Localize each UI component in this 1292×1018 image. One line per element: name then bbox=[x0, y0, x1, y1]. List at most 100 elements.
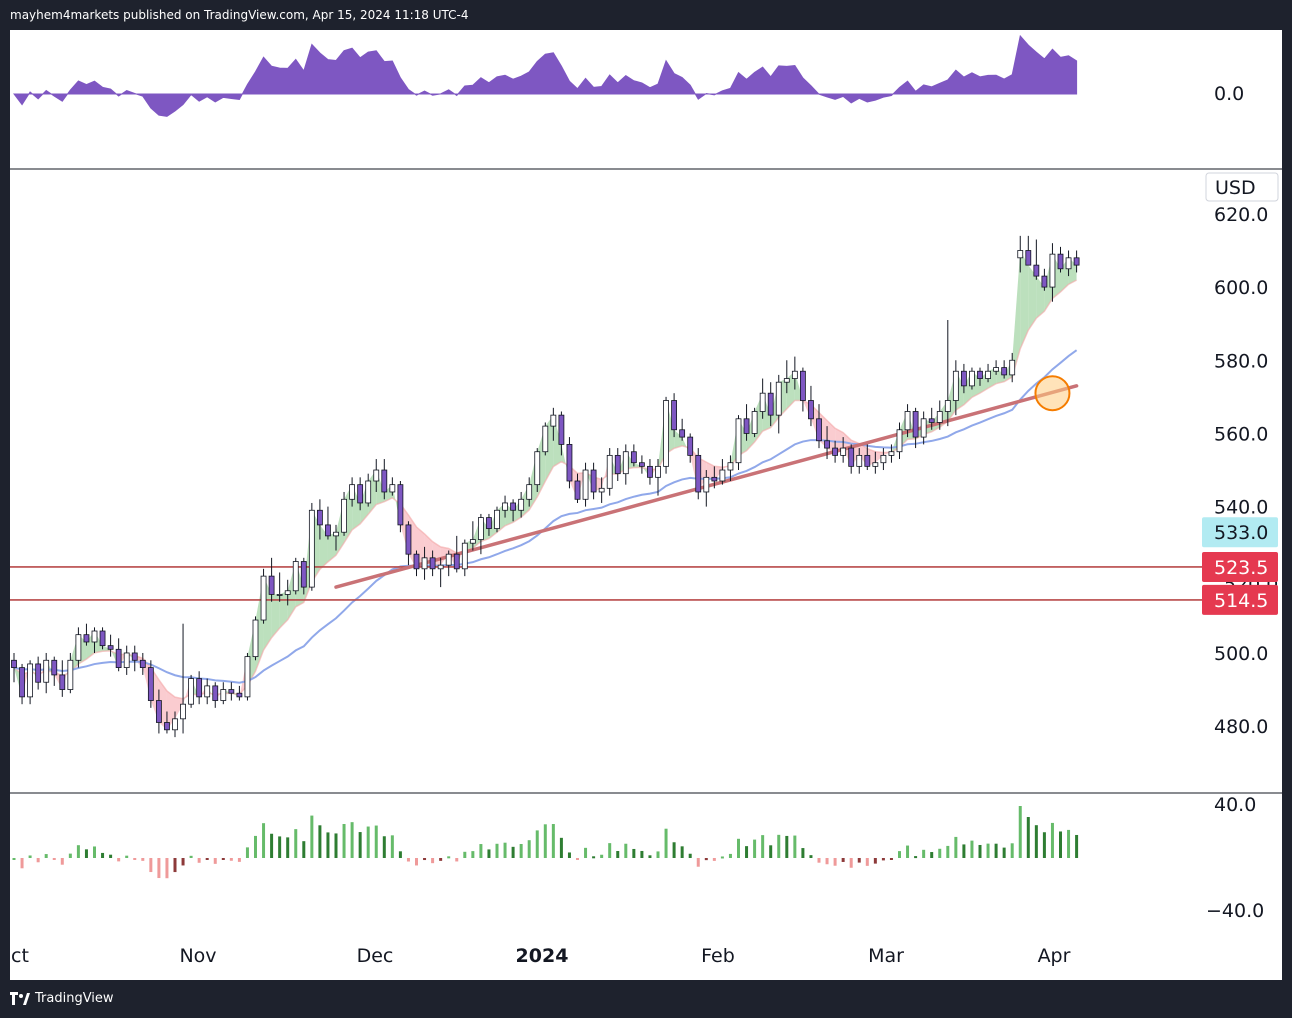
cloud-segment bbox=[875, 451, 884, 463]
candle-body bbox=[590, 469, 597, 493]
candle bbox=[872, 451, 879, 474]
histogram-bar bbox=[1010, 843, 1014, 858]
candle bbox=[582, 462, 589, 507]
histogram-bar bbox=[1018, 806, 1022, 858]
candle-body bbox=[35, 663, 42, 683]
candle-body bbox=[816, 418, 822, 442]
candle bbox=[300, 557, 307, 595]
currency-label: USD bbox=[1215, 177, 1256, 199]
candle-body bbox=[99, 630, 106, 647]
candle bbox=[51, 656, 58, 686]
histogram-bar bbox=[286, 837, 290, 858]
candle bbox=[606, 448, 613, 496]
candle-body bbox=[663, 400, 669, 467]
candle bbox=[711, 466, 718, 489]
tradingview-logo[interactable]: TradingView bbox=[10, 991, 114, 1006]
candle-body bbox=[735, 418, 742, 464]
cloud-segment bbox=[674, 429, 683, 449]
histogram-bar bbox=[334, 833, 338, 858]
candle bbox=[1057, 246, 1064, 273]
candle bbox=[99, 627, 106, 650]
histogram-bar bbox=[294, 829, 298, 858]
candle-body bbox=[131, 652, 138, 661]
candle bbox=[325, 506, 331, 540]
cloud-segment bbox=[327, 532, 336, 562]
candle-body bbox=[236, 692, 243, 698]
candle-body bbox=[188, 678, 195, 705]
candle bbox=[977, 367, 983, 386]
candle bbox=[75, 627, 82, 668]
candle-body bbox=[630, 451, 637, 464]
candle-body bbox=[566, 444, 573, 482]
histogram-bar bbox=[600, 854, 604, 858]
candle bbox=[993, 360, 999, 375]
candle bbox=[647, 459, 653, 485]
histogram-bar bbox=[149, 858, 153, 873]
candle-body bbox=[864, 454, 871, 467]
candle bbox=[1033, 239, 1040, 280]
histogram-bar bbox=[930, 852, 934, 858]
candle bbox=[260, 568, 267, 624]
histogram-bar bbox=[648, 855, 652, 858]
histogram-bar bbox=[447, 856, 451, 859]
price-pane[interactable]: 620.0600.0580.0560.0540.0500.0480.0520.0… bbox=[10, 172, 1279, 738]
candle-body bbox=[1049, 253, 1056, 288]
candle-body bbox=[83, 634, 90, 643]
candle-body bbox=[993, 367, 999, 372]
histogram-bar bbox=[141, 858, 145, 861]
candle bbox=[743, 404, 750, 441]
time-axis-label: Dec bbox=[357, 945, 394, 967]
chart-area[interactable]: 0.0 620.0 600.0 580.0 560.0 540.0 500.0 480.0 5… bbox=[10, 30, 1282, 980]
candle-body bbox=[469, 539, 476, 544]
histogram-bar bbox=[262, 823, 266, 858]
histogram-bar bbox=[117, 858, 121, 862]
publisher-header: mayhem4markets published on TradingView.… bbox=[10, 8, 469, 22]
histogram-bar bbox=[777, 834, 781, 858]
candle bbox=[1065, 250, 1072, 277]
candle-body bbox=[11, 659, 17, 668]
price-tick-label: 500.0 bbox=[1214, 643, 1268, 665]
histogram-bar bbox=[672, 842, 676, 858]
top-oscillator-zero-label: 0.0 bbox=[1214, 83, 1244, 105]
candle-body bbox=[115, 648, 122, 669]
candle bbox=[671, 393, 677, 438]
histogram-bar bbox=[237, 858, 241, 862]
price-tick-label: 600.0 bbox=[1214, 277, 1268, 299]
candle-body bbox=[67, 659, 74, 690]
cloud-segment bbox=[102, 645, 111, 652]
slow-ema-line bbox=[13, 349, 1078, 684]
candle-body bbox=[172, 718, 178, 731]
histogram-bar bbox=[962, 844, 966, 858]
histogram-bar bbox=[1026, 817, 1030, 858]
histogram-bar bbox=[616, 851, 620, 858]
histogram-bar bbox=[511, 846, 515, 858]
histogram-bar bbox=[978, 844, 982, 858]
candle-body bbox=[912, 411, 919, 438]
candle-body bbox=[743, 418, 750, 434]
candle-body bbox=[59, 674, 66, 690]
candle bbox=[969, 367, 975, 390]
candle-body bbox=[679, 429, 686, 438]
histogram-bar bbox=[487, 849, 491, 858]
level-badge bbox=[1202, 551, 1278, 582]
candle-body bbox=[1009, 359, 1016, 376]
candle-body bbox=[808, 400, 814, 420]
candle bbox=[107, 634, 114, 657]
candle-body bbox=[405, 524, 412, 555]
candle-body bbox=[880, 454, 887, 464]
candle-body bbox=[19, 667, 25, 698]
candle-body bbox=[751, 411, 758, 434]
candle bbox=[952, 360, 959, 416]
candle-body bbox=[260, 575, 267, 621]
histogram-bar bbox=[165, 858, 169, 879]
bottom-oscillator-pane: 40.0 −40.0 bbox=[12, 794, 1264, 922]
candle bbox=[381, 459, 388, 500]
candle-body bbox=[936, 411, 943, 423]
top-oscillator-pane: 0.0 bbox=[12, 34, 1244, 117]
cloud-segment bbox=[1020, 250, 1029, 349]
histogram-bar bbox=[463, 851, 467, 858]
histogram-bar bbox=[1002, 847, 1006, 858]
histogram-bar bbox=[640, 850, 644, 858]
candle bbox=[421, 546, 428, 580]
currency-box[interactable] bbox=[1205, 172, 1279, 202]
